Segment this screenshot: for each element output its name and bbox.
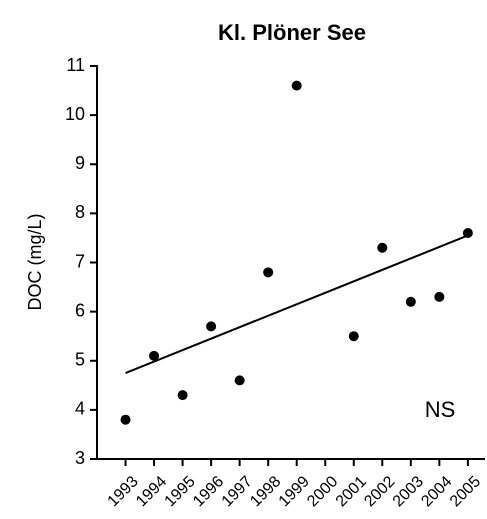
point [120, 414, 131, 425]
trend-line [125, 234, 469, 374]
y-tick-label: 4 [75, 399, 85, 419]
y-tick-label: 7 [75, 251, 85, 271]
x-tick-label: 2004 [418, 473, 455, 510]
x-tick-label: 1994 [133, 473, 170, 510]
x-tick-label: 1996 [190, 473, 227, 510]
x-tick-label: 2001 [333, 473, 370, 510]
y-tick-label: 5 [75, 350, 85, 370]
y-tick-label: 8 [75, 202, 85, 222]
point [462, 228, 473, 239]
x-tick-label: 1998 [247, 473, 284, 510]
y-tick-label: 6 [75, 300, 85, 320]
x-tick-label: 2002 [361, 473, 398, 510]
x-tick-label: 1997 [219, 473, 256, 510]
y-tick-label: 11 [66, 55, 85, 75]
annotation: NS [425, 397, 456, 422]
x-tick-label: 2005 [447, 473, 484, 510]
x-tick-label: 1995 [162, 473, 199, 510]
point [263, 267, 274, 278]
point [377, 242, 388, 253]
point [291, 80, 302, 91]
point [348, 331, 359, 342]
y-tick-label: 9 [75, 153, 85, 173]
x-tick-label: 2003 [390, 473, 427, 510]
chart-title: Kl. Plöner See [218, 20, 366, 45]
x-tick-label: 1993 [105, 473, 142, 510]
point [405, 296, 416, 307]
x-tick-label: 1999 [276, 473, 313, 510]
x-tick-label: 2000 [304, 473, 341, 510]
y-axis-label: DOC (mg/L) [25, 213, 45, 310]
y-tick-label: 3 [75, 448, 85, 468]
point [206, 321, 217, 332]
y-tick-label: 10 [65, 104, 85, 124]
point [177, 390, 188, 401]
point [234, 375, 245, 386]
point [149, 350, 160, 361]
point [434, 291, 445, 302]
